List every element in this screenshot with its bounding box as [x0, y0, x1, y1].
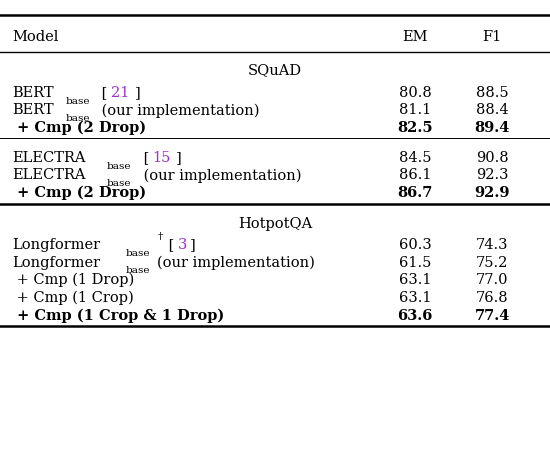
Text: base: base: [107, 179, 131, 188]
Text: + Cmp (1 Drop): + Cmp (1 Drop): [12, 272, 134, 287]
Text: + Cmp (2 Drop): + Cmp (2 Drop): [12, 120, 146, 135]
Text: (our implementation): (our implementation): [97, 103, 260, 118]
Text: base: base: [66, 114, 90, 123]
Text: [: [: [139, 150, 149, 164]
Text: 21: 21: [111, 86, 129, 100]
Text: 88.4: 88.4: [476, 103, 509, 117]
Text: 89.4: 89.4: [475, 121, 510, 135]
Text: base: base: [126, 248, 150, 257]
Text: EM: EM: [403, 30, 428, 44]
Text: (our implementation): (our implementation): [157, 255, 315, 269]
Text: ELECTRA: ELECTRA: [12, 150, 86, 164]
Text: †: †: [157, 232, 163, 241]
Text: Model: Model: [12, 30, 58, 44]
Text: 77.0: 77.0: [476, 273, 509, 287]
Text: ]: ]: [175, 150, 182, 164]
Text: 63.1: 63.1: [399, 273, 432, 287]
Text: 86.7: 86.7: [398, 186, 433, 200]
Text: base: base: [107, 161, 131, 170]
Text: + Cmp (1 Crop): + Cmp (1 Crop): [12, 290, 134, 305]
Text: 60.3: 60.3: [399, 238, 432, 251]
Text: BERT: BERT: [12, 86, 54, 100]
Text: F1: F1: [483, 30, 502, 44]
Text: Longformer: Longformer: [12, 255, 100, 269]
Text: [: [: [97, 86, 108, 100]
Text: 77.4: 77.4: [475, 308, 510, 322]
Text: ]: ]: [135, 86, 140, 100]
Text: 84.5: 84.5: [399, 150, 432, 164]
Text: 15: 15: [152, 150, 170, 164]
Text: 92.3: 92.3: [476, 168, 509, 182]
Text: 80.8: 80.8: [399, 86, 432, 100]
Text: 61.5: 61.5: [399, 255, 431, 269]
Text: 63.1: 63.1: [399, 290, 432, 304]
Text: 74.3: 74.3: [476, 238, 509, 251]
Text: BERT: BERT: [12, 103, 54, 117]
Text: ELECTRA: ELECTRA: [12, 168, 86, 182]
Text: ]: ]: [190, 238, 195, 251]
Text: Longformer: Longformer: [12, 238, 100, 251]
Text: 81.1: 81.1: [399, 103, 431, 117]
Text: 90.8: 90.8: [476, 150, 509, 164]
Text: 76.8: 76.8: [476, 290, 509, 304]
Text: + Cmp (2 Drop): + Cmp (2 Drop): [12, 185, 146, 200]
Text: SQuAD: SQuAD: [248, 63, 302, 77]
Text: 3: 3: [178, 238, 187, 251]
Text: 92.9: 92.9: [475, 186, 510, 200]
Text: base: base: [126, 266, 150, 275]
Text: HotpotQA: HotpotQA: [238, 216, 312, 230]
Text: [: [: [164, 238, 174, 251]
Text: (our implementation): (our implementation): [139, 168, 301, 182]
Text: base: base: [66, 96, 90, 106]
Text: + Cmp (1 Crop & 1 Drop): + Cmp (1 Crop & 1 Drop): [12, 307, 224, 322]
Text: 82.5: 82.5: [398, 121, 433, 135]
Text: 86.1: 86.1: [399, 168, 432, 182]
Text: 63.6: 63.6: [398, 308, 433, 322]
Text: 75.2: 75.2: [476, 255, 508, 269]
Text: 88.5: 88.5: [476, 86, 509, 100]
